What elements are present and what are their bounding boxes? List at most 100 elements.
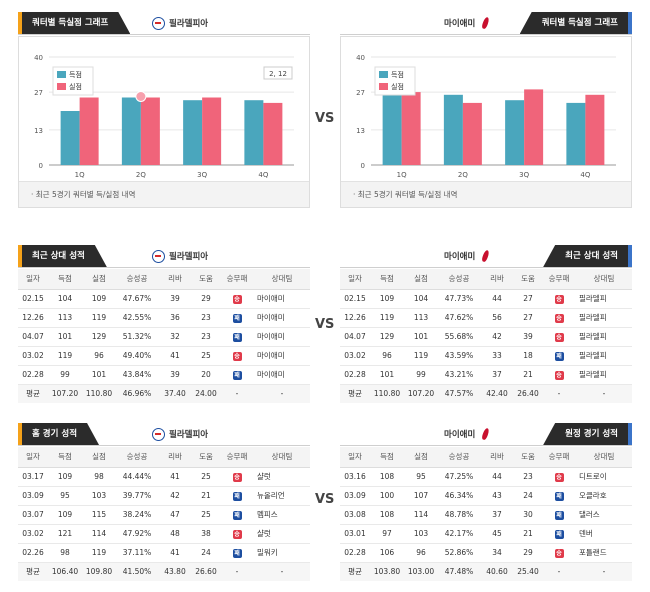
table-cell: 98 [48, 543, 82, 563]
average-cell: 110.80 [370, 384, 404, 403]
team-name: 마이애미 [444, 252, 476, 262]
table-header-row: 일자 득점 실점 승성공 리바 도움 승무패 상대팀 [340, 447, 632, 468]
bar-scored [60, 111, 80, 165]
table-cell: 27 [514, 308, 542, 328]
column-header: 승무패 [220, 269, 254, 290]
sixers-logo-icon [152, 427, 165, 441]
table-cell: 119 [82, 308, 116, 328]
result-badge-cell: 패 [542, 346, 576, 366]
table-cell: 49.40% [116, 346, 158, 366]
result-badge-cell: 승 [542, 543, 576, 563]
table-cell: 03.07 [18, 505, 48, 525]
table-row: 02.28 106 96 52.86% 34 29 승 포틀랜드 [340, 543, 632, 563]
column-header: 리바 [158, 269, 192, 290]
result-badge-cell: 패 [220, 505, 254, 525]
opponent-cell: 필라델피 [576, 308, 632, 328]
table-cell: 52.86% [438, 543, 480, 563]
quarter-chart-right: 0 13 27 40 1Q 2Q 3Q 4Q 득점 실점 · 최근 5경기 쿼터별 득/실점 내역 [340, 36, 632, 208]
table-cell: 02.15 [18, 289, 48, 309]
table-cell: 103 [82, 486, 116, 506]
table-cell: 39 [158, 289, 192, 309]
average-cell: 103.80 [370, 562, 404, 581]
result-badge: 승 [232, 472, 242, 482]
y-tick-label: 0 [361, 162, 365, 170]
average-cell: 26.40 [514, 384, 542, 403]
table-cell: 96 [370, 346, 404, 366]
table-cell: 30 [514, 505, 542, 525]
average-cell: 107.20 [404, 384, 438, 403]
table-row: 03.02 119 96 49.40% 41 25 승 마이애미 [18, 346, 310, 366]
quarter-panel-left: 쿼터별 득실점 그래프 필라델피아 0 13 27 40 1Q 2Q 3Q 4Q 득점 실점 2, … [18, 12, 310, 208]
quarter-header-right: 마이애미 쿼터별 득실점 그래프 [340, 12, 632, 34]
table-cell: 42.17% [438, 524, 480, 544]
vs-label: VS [315, 492, 335, 507]
result-badge-cell: 패 [542, 505, 576, 525]
column-header: 일자 [18, 269, 48, 290]
result-badge-cell: 패 [220, 486, 254, 506]
chart-note: · 최근 5경기 쿼터별 득/실점 내역 [19, 181, 309, 207]
column-header: 도움 [192, 447, 220, 468]
result-badge: 승 [554, 370, 564, 380]
away-panel: 마이애미 원정 경기 성적 일자 득점 실점 승성공 리바 도움 승무패 상대팀 03.16 10… [340, 423, 632, 583]
tooltip-text: 2, 12 [269, 70, 287, 78]
chart-note-text: 최근 5경기 쿼터별 득/실점 내역 [35, 190, 136, 199]
table-cell: 100 [370, 486, 404, 506]
table-cell: 101 [404, 327, 438, 347]
legend-swatch [379, 71, 388, 78]
column-header: 득점 [48, 447, 82, 468]
team-label: 마이애미 [444, 16, 493, 30]
stats-table: 일자 득점 실점 승성공 리바 도움 승무패 상대팀 03.17 109 98 44.44% 41 25 승… [18, 447, 310, 581]
table-cell: 98 [82, 467, 116, 487]
table-cell: 03.02 [18, 346, 48, 366]
column-header: 리바 [480, 269, 514, 290]
away-header: 마이애미 원정 경기 성적 [340, 423, 632, 445]
table-cell: 33 [480, 346, 514, 366]
table-cell: 32 [158, 327, 192, 347]
result-badge: 승 [554, 332, 564, 342]
column-header: 실점 [404, 269, 438, 290]
heat-logo-icon [479, 427, 493, 441]
table-cell: 39.77% [116, 486, 158, 506]
result-badge: 패 [554, 529, 564, 539]
average-cell: 평균 [18, 384, 48, 403]
table-cell: 25 [192, 505, 220, 525]
table-cell: 39 [158, 365, 192, 385]
average-cell: 47.48% [438, 562, 480, 581]
legend-label: 실점 [391, 82, 404, 91]
x-tick-label: 2Q [458, 171, 468, 179]
opponent-cell: 샬럿 [254, 467, 310, 487]
table-cell: 44 [480, 467, 514, 487]
table-cell: 104 [48, 289, 82, 309]
average-cell: - [576, 562, 632, 581]
section-title: 최근 상대 성적 [18, 245, 107, 267]
column-header: 실점 [82, 269, 116, 290]
table-cell: 48 [158, 524, 192, 544]
table-cell: 29 [514, 543, 542, 563]
legend-swatch [57, 83, 66, 90]
table-cell: 25 [192, 467, 220, 487]
table-cell: 121 [48, 524, 82, 544]
table-cell: 20 [192, 365, 220, 385]
result-badge: 승 [232, 351, 242, 361]
table-cell: 96 [82, 346, 116, 366]
opponent-cell: 필라델피 [576, 327, 632, 347]
table-cell: 02.28 [340, 365, 370, 385]
table-cell: 108 [370, 467, 404, 487]
table-cell: 03.01 [340, 524, 370, 544]
bar-allowed [462, 102, 482, 165]
y-tick-label: 27 [356, 89, 365, 97]
table-cell: 119 [48, 346, 82, 366]
table-cell: 47.92% [116, 524, 158, 544]
table-cell: 02.26 [18, 543, 48, 563]
table-cell: 12.26 [340, 308, 370, 328]
table-cell: 97 [370, 524, 404, 544]
legend-swatch [57, 71, 66, 78]
column-header: 득점 [370, 269, 404, 290]
y-tick-label: 40 [356, 54, 365, 62]
table-cell: 99 [48, 365, 82, 385]
average-cell: 107.20 [48, 384, 82, 403]
result-badge: 패 [232, 332, 242, 342]
table-cell: 03.16 [340, 467, 370, 487]
result-badge: 승 [554, 294, 564, 304]
recent-header-right: 마이애미 최근 상대 성적 [340, 245, 632, 267]
